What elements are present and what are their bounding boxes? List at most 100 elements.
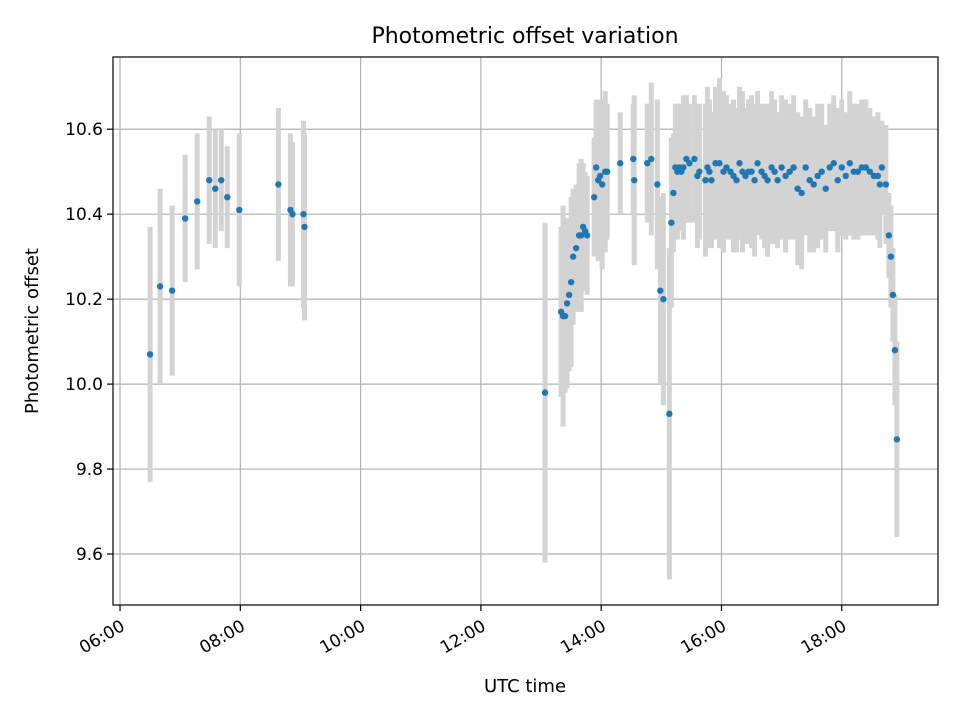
- data-point: [887, 253, 895, 260]
- data-point: [631, 176, 638, 184]
- data-point: [212, 185, 219, 192]
- data-point: [590, 193, 598, 201]
- data-point: [181, 215, 189, 222]
- data-point: [630, 155, 637, 163]
- data-point: [830, 160, 837, 167]
- data-point: [563, 300, 571, 307]
- data-point: [301, 223, 308, 231]
- data-point: [194, 198, 201, 205]
- data-point: [657, 287, 664, 294]
- data-point: [565, 291, 573, 299]
- y-tick-label: 10.2: [65, 290, 103, 310]
- data-point: [778, 164, 785, 171]
- data-point: [569, 253, 577, 260]
- x-tick-label: 12:00: [437, 616, 489, 658]
- data-point: [798, 189, 805, 197]
- data-point: [668, 219, 675, 226]
- data-point: [236, 206, 243, 214]
- data-point: [764, 176, 771, 184]
- x-tick-label: 10:00: [317, 616, 369, 658]
- data-point: [572, 244, 580, 252]
- data-point: [774, 176, 781, 184]
- data-point: [846, 160, 853, 167]
- data-point: [691, 155, 698, 163]
- data-point: [660, 295, 667, 303]
- x-tick-label: 18:00: [798, 616, 850, 658]
- data-point: [670, 189, 677, 197]
- data-point: [891, 346, 899, 354]
- data-point: [206, 176, 213, 184]
- data-point: [866, 168, 874, 175]
- plot-frame: [112, 56, 939, 606]
- data-point: [751, 176, 758, 184]
- x-tick-label: 06:00: [76, 616, 128, 658]
- data-point: [826, 164, 833, 171]
- data-point: [644, 160, 651, 167]
- data-point: [603, 168, 611, 175]
- data-point: [648, 155, 655, 163]
- data-point: [598, 181, 606, 188]
- data-point: [686, 160, 693, 167]
- x-axis-label: UTC time: [484, 676, 566, 697]
- y-tick-label: 10.6: [65, 120, 103, 140]
- chart-title: Photometric offset variation: [371, 24, 678, 49]
- data-point: [771, 168, 778, 175]
- data-point: [300, 210, 307, 218]
- data-point: [893, 436, 901, 443]
- data-point: [834, 176, 841, 184]
- data-point: [748, 168, 755, 175]
- y-ticks: 9.6 9.8 10.0 10.2 10.4 10.6: [65, 120, 113, 565]
- y-axis-label: Photometric offset: [22, 248, 43, 414]
- data-point: [878, 164, 886, 171]
- data-point: [680, 164, 687, 171]
- x-tick-label: 16:00: [678, 616, 730, 658]
- data-point: [716, 160, 723, 167]
- data-point: [275, 181, 282, 188]
- data-point: [862, 164, 870, 171]
- data-point: [224, 193, 231, 201]
- data-point: [790, 164, 797, 171]
- data-point: [854, 168, 862, 175]
- x-tick-label: 08:00: [196, 616, 248, 658]
- data-point: [889, 291, 897, 299]
- data-point: [577, 232, 585, 239]
- data-point: [156, 283, 164, 290]
- y-tick-label: 9.8: [76, 460, 103, 480]
- data-point: [654, 181, 661, 188]
- data-point: [814, 172, 821, 180]
- y-tick-label: 9.6: [76, 545, 103, 565]
- data-point: [786, 168, 793, 175]
- data-point: [818, 168, 825, 175]
- data-point: [806, 176, 813, 184]
- data-point: [218, 176, 225, 184]
- errorbars: [147, 78, 900, 580]
- x-ticks: 06:00 08:00 10:00 12:00 14:00 16:00 18:00: [76, 605, 850, 658]
- data-point: [168, 287, 176, 294]
- data-point: [838, 164, 845, 171]
- data-point: [810, 181, 817, 188]
- y-tick-label: 10.0: [65, 375, 103, 395]
- data-point: [802, 164, 809, 171]
- data-point: [696, 168, 703, 175]
- data-point: [561, 312, 569, 320]
- data-point: [736, 160, 743, 167]
- data-point: [708, 176, 715, 184]
- data-point: [146, 351, 154, 358]
- data-point: [706, 168, 713, 175]
- data-point: [583, 232, 591, 239]
- data-point: [782, 172, 789, 180]
- data-point: [754, 160, 761, 167]
- data-point: [882, 181, 890, 188]
- data-point: [541, 389, 549, 396]
- data-point: [723, 164, 730, 171]
- data-point: [794, 185, 801, 192]
- data-point: [289, 210, 296, 218]
- data-point: [567, 278, 575, 286]
- data-point: [702, 176, 709, 184]
- data-point: [876, 181, 884, 188]
- x-tick-label: 14:00: [557, 616, 609, 658]
- data-point: [596, 172, 604, 180]
- data-point: [822, 185, 829, 192]
- data-point: [874, 172, 882, 180]
